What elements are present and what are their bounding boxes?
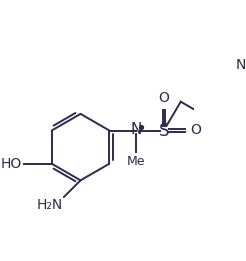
Text: N: N xyxy=(235,57,246,72)
Text: HO: HO xyxy=(1,157,22,171)
Text: H₂N: H₂N xyxy=(37,198,63,212)
Text: S: S xyxy=(159,122,169,139)
Text: N: N xyxy=(130,122,142,137)
Text: Me: Me xyxy=(127,155,145,168)
Text: O: O xyxy=(190,123,201,138)
Text: O: O xyxy=(159,91,169,105)
